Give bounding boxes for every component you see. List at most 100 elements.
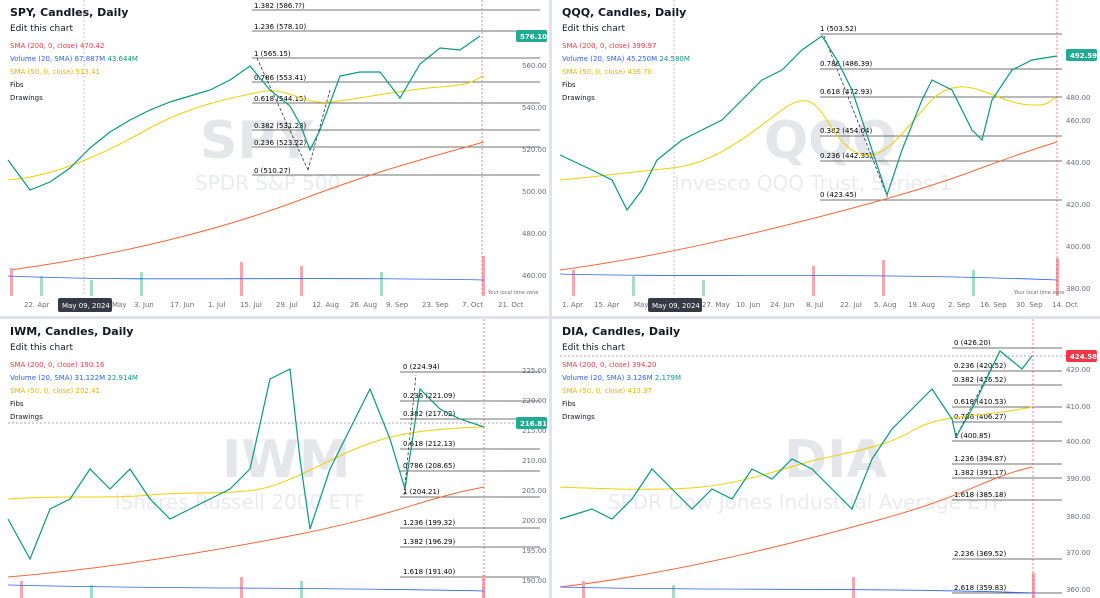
spy-date-tick: May <box>112 301 126 309</box>
qqq-volume-sma-line <box>559 273 1058 281</box>
qqq-legend: QQQ, Candles, Daily Edit this chart SMA … <box>562 6 690 105</box>
dia-price-tick: 380.00 <box>1066 513 1091 521</box>
iwm-sma50-row[interactable]: SMA (50, 0, close) 202.41 <box>10 387 100 395</box>
spy-fib-label: 0.236 (523.22) <box>254 139 306 147</box>
spy-price-tick: 500.00 <box>522 188 547 196</box>
dia-fib-label: 0.618 (410.53) <box>954 398 1006 406</box>
spy-date-tick: 26. Aug <box>350 301 377 309</box>
spy-legend: SPY, Candles, Daily Edit this chart SMA … <box>10 6 138 105</box>
iwm-watermark: IWM <box>222 430 350 490</box>
iwm-chart-pane[interactable]: IWM iShares Russell 2000 ETF 0 (224.94) … <box>0 319 547 598</box>
dia-fib-lines[interactable] <box>560 347 1092 594</box>
dia-price-tag <box>1066 350 1097 362</box>
qqq-date-badge-label: May 09, 2024 <box>652 302 700 310</box>
spy-date-tick: 29. Jul <box>276 301 298 309</box>
qqq-price-tick: 440.00 <box>1066 159 1091 167</box>
iwm-price-tick: 205.00 <box>522 487 547 495</box>
spy-edit-chart-link[interactable]: Edit this chart <box>10 24 73 34</box>
dia-fibs-row[interactable]: Fibs <box>562 400 576 408</box>
qqq-price-tag <box>1066 49 1097 61</box>
iwm-price-tick: 210.00 <box>522 457 547 465</box>
qqq-date-tick: 24. Jun <box>770 301 794 309</box>
spy-chart-pane[interactable]: SPY SPDR S&P 500 1.382 (586.??) 1.236 (5… <box>0 0 547 316</box>
iwm-volume-row[interactable]: Volume (20, SMA) 31.122M 22.914M <box>10 374 138 382</box>
qqq-chart-pane[interactable]: QQQ Invesco QQQ Trust, Series 1 1 (503.5… <box>552 0 1099 316</box>
spy-price-tick: 540.00 <box>522 104 547 112</box>
qqq-date-tick: 30. Sep <box>1016 301 1043 309</box>
dia-edit-chart-link[interactable]: Edit this chart <box>562 343 625 353</box>
dia-drawings-row[interactable]: Drawings <box>562 413 595 421</box>
dia-fib-label: 0.236 (420.52) <box>954 362 1006 370</box>
spy-price-tick: 520.00 <box>522 146 547 154</box>
qqq-date-tick: 22. Jul <box>840 301 862 309</box>
iwm-price-tick: 195.00 <box>522 547 547 555</box>
dia-chart-canvas[interactable]: DIA SPDR Dow Jones Industrial Average ET… <box>552 319 1099 598</box>
qqq-timezone-note: Your local time zone <box>1013 290 1064 296</box>
spy-volume-bars <box>10 256 485 296</box>
qqq-drawings-row[interactable]: Drawings <box>562 94 595 102</box>
iwm-price-series <box>7 368 485 561</box>
iwm-sma200-row[interactable]: SMA (200, 0, close) 190.16 <box>10 361 105 369</box>
qqq-watermark: QQQ <box>764 111 897 171</box>
qqq-sma50-row[interactable]: SMA (50, 0, close) 436.70 <box>562 68 652 76</box>
qqq-date-tick: 1. Apr <box>562 301 583 309</box>
qqq-volume-row[interactable]: Volume (20, SMA) 45.250M 24.580M <box>562 55 690 63</box>
iwm-fibs-row[interactable]: Fibs <box>10 400 24 408</box>
spy-date-tick: 21. Oct <box>498 301 524 309</box>
dia-fib-label: 1 (400.85) <box>954 432 991 440</box>
spy-sma200-row[interactable]: SMA (200, 0, close) 470.42 <box>10 42 105 50</box>
dia-sma50-line <box>559 406 1033 490</box>
qqq-fib-lines[interactable] <box>820 33 1062 201</box>
qqq-price-series <box>559 35 1058 212</box>
qqq-date-tick: 5. Aug <box>874 301 897 309</box>
iwm-edit-chart-link[interactable]: Edit this chart <box>10 343 73 353</box>
qqq-price-tick: 480.00 <box>1066 94 1091 102</box>
spy-fib-lines[interactable] <box>252 9 540 176</box>
qqq-fib-label: 0.236 (442.35) <box>820 152 872 160</box>
iwm-drawings-row[interactable]: Drawings <box>10 413 43 421</box>
qqq-fibs-row[interactable]: Fibs <box>562 81 576 89</box>
dia-volume-sma-line <box>559 586 1037 594</box>
iwm-price-tick: 225.00 <box>522 367 547 375</box>
spy-chart-canvas[interactable]: SPY SPDR S&P 500 1.382 (586.??) 1.236 (5… <box>0 0 547 316</box>
spy-date-tick: 12. Aug <box>312 301 339 309</box>
dia-fib-label: 0.382 (416.52) <box>954 376 1006 384</box>
spy-volume-row[interactable]: Volume (20, SMA) 67.887M 43.644M <box>10 55 138 63</box>
spy-fib-label: 0.382 (531.23) <box>254 122 306 130</box>
iwm-price-tick: 200.00 <box>522 517 547 525</box>
iwm-fib-lines[interactable] <box>8 371 540 578</box>
qqq-date-tick: May <box>634 301 648 309</box>
qqq-sma200-row[interactable]: SMA (200, 0, close) 399.97 <box>562 42 657 50</box>
dia-chart-pane[interactable]: DIA SPDR Dow Jones Industrial Average ET… <box>552 319 1099 598</box>
spy-price-series <box>7 35 481 191</box>
spy-drawings-row[interactable]: Drawings <box>10 94 43 102</box>
iwm-sma200-line <box>7 486 485 578</box>
qqq-chart-canvas[interactable]: QQQ Invesco QQQ Trust, Series 1 1 (503.5… <box>552 0 1099 316</box>
qqq-date-tick: 27. May <box>702 301 730 309</box>
dia-sma200-row[interactable]: SMA (200, 0, close) 394.20 <box>562 361 657 369</box>
spy-fib-label: 0.618 (544.15) <box>254 95 306 103</box>
dia-volume-row[interactable]: Volume (20, SMA) 3.126M 2.179M <box>562 374 682 382</box>
dia-subwatermark: SPDR Dow Jones Industrial Average ETF <box>608 490 1004 514</box>
spy-sma50-row[interactable]: SMA (50, 0, close) 513.41 <box>10 68 100 76</box>
vertical-divider[interactable] <box>549 0 552 598</box>
qqq-edit-chart-link[interactable]: Edit this chart <box>562 24 625 34</box>
iwm-sma50-line <box>7 426 485 500</box>
iwm-price-tick: 220.00 <box>522 397 547 405</box>
dia-sma50-row[interactable]: SMA (50, 0, close) 413.37 <box>562 387 652 395</box>
iwm-price-tick: 215.00 <box>522 427 547 435</box>
spy-price-tick: 560.00 <box>522 62 547 70</box>
spy-sma50-line <box>7 75 485 181</box>
spy-date-tick: 9. Sep <box>386 301 409 309</box>
dia-fib-label: 1.618 (385.18) <box>954 491 1006 499</box>
horizontal-divider[interactable] <box>0 316 1100 319</box>
iwm-chart-canvas[interactable]: IWM iShares Russell 2000 ETF 0 (224.94) … <box>0 319 547 598</box>
spy-date-tick: 7. Oct <box>462 301 483 309</box>
spy-fibs-row[interactable]: Fibs <box>10 81 24 89</box>
iwm-fib-label: 0 (224.94) <box>403 363 440 371</box>
qqq-date-tick: 8. Jul <box>806 301 823 309</box>
qqq-price-tag-label: 492.59 <box>1070 52 1097 60</box>
dia-sma200-line <box>559 466 1033 588</box>
dia-fib-label: 2.236 (369.52) <box>954 550 1006 558</box>
iwm-price-tag <box>516 417 547 429</box>
